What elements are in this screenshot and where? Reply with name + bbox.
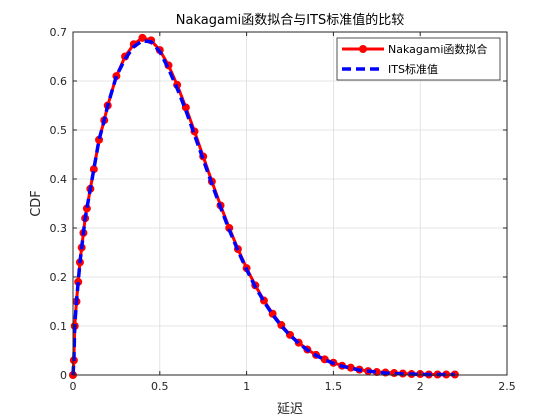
series-line-its <box>71 39 455 377</box>
x-tick-label: 2.5 <box>498 380 516 393</box>
x-tick-label: 1.5 <box>325 380 343 393</box>
y-tick-label: 0.6 <box>50 75 68 88</box>
y-tick-label: 0.7 <box>50 26 68 39</box>
legend-label-its: ITS标准值 <box>388 62 438 76</box>
y-tick-label: 0.5 <box>50 124 68 137</box>
y-tick-label: 0.4 <box>50 173 68 186</box>
y-tick-label: 0.1 <box>50 320 68 333</box>
y-axis-label: CDF <box>29 190 44 217</box>
x-axis-label: 延迟 <box>277 402 303 417</box>
axes-background <box>73 32 507 375</box>
y-tick-label: 0.2 <box>50 271 68 284</box>
series-layer <box>69 33 459 379</box>
y-tick-label: 0.3 <box>50 222 68 235</box>
y-tick-label: 0 <box>60 369 67 382</box>
legend-marker-nakagami <box>359 45 367 53</box>
x-tick-label: 0.5 <box>151 380 169 393</box>
x-tick-label: 2 <box>417 380 424 393</box>
tick-marks <box>72 31 508 376</box>
x-tick-label: 1 <box>243 380 250 393</box>
tick-labels: 0 0.5 1 1.5 2 2.5 0 0.1 0.2 0.3 0.4 0.5 0.6 0.7 <box>50 26 516 393</box>
x-tick-label: 0 <box>70 380 77 393</box>
legend-label-nakagami: Nakagami函数拟合 <box>388 42 487 56</box>
legend: Nakagami函数拟合 ITS标准值 <box>336 37 501 81</box>
legend-box <box>336 37 501 81</box>
data-point-nakagami <box>138 33 147 42</box>
chart-title: Nakagami函数拟合与ITS标准值的比较 <box>176 12 404 28</box>
axes-frame <box>72 31 508 376</box>
